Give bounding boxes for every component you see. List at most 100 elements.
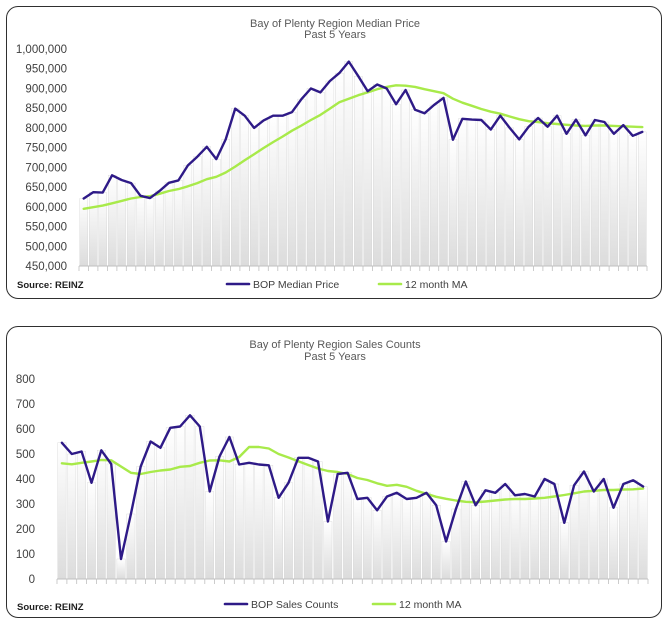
price-bg-bar <box>458 118 467 267</box>
price-bg-bar <box>543 126 552 267</box>
price-ytick-label: 600,000 <box>25 202 67 214</box>
price-ytick-label: 900,000 <box>25 83 67 95</box>
price-legend-label-1: 12 month MA <box>405 279 467 291</box>
price-ytick-label: 750,000 <box>25 143 67 155</box>
price-bg-bar <box>202 146 211 267</box>
sales-legend-label-0: BOP Sales Counts <box>251 599 338 611</box>
sales-bg-bar <box>461 481 471 580</box>
price-bg-bar <box>392 104 401 267</box>
sales-bg-bar <box>116 558 126 580</box>
price-bg-bar <box>126 182 136 267</box>
sales-bg-bar <box>530 496 540 580</box>
price-bg-bar <box>250 127 259 267</box>
price-bg-bar <box>354 76 363 267</box>
price-bg-bar <box>231 108 240 267</box>
sales-bg-bar <box>175 426 185 580</box>
price-bg-bar <box>259 120 268 267</box>
sales-bg-bar <box>234 464 244 580</box>
price-bg-bar <box>382 88 391 267</box>
sales-bg-bar <box>303 457 313 580</box>
sales-chart-subtitle: Past 5 Years <box>304 351 366 363</box>
price-bg-bar <box>410 109 420 267</box>
sales-bg-bar <box>372 510 382 580</box>
price-bg-bar <box>108 175 117 267</box>
price-ytick-label: 1,000,000 <box>16 44 67 56</box>
sales-bg-bar <box>244 462 254 580</box>
price-bg-bar <box>439 97 448 267</box>
price-bg-bar <box>609 133 619 267</box>
sales-bg-bar <box>146 441 155 580</box>
median-price-chart-panel: Bay of Plenty Region Median Price Past 5 … <box>6 6 662 299</box>
price-ytick-label: 650,000 <box>25 182 67 194</box>
sales-ytick-label: 400 <box>16 474 35 486</box>
price-bg-bar <box>145 197 155 267</box>
price-bg-bar <box>344 61 353 267</box>
price-bg-bar <box>316 92 325 267</box>
sales-bg-bar <box>382 496 392 580</box>
sales-bg-bar <box>481 490 490 580</box>
price-bg-bar <box>562 133 571 267</box>
sales-bg-bar <box>323 521 333 580</box>
price-ytick-label: 950,000 <box>25 64 67 76</box>
price-bg-bar <box>240 115 249 267</box>
price-main-series-line <box>82 60 644 200</box>
price-bg-bar <box>628 135 637 267</box>
price-bg-bar <box>401 89 410 267</box>
sales-bg-bar <box>609 507 618 580</box>
price-bg-bar <box>590 119 600 267</box>
sales-bg-bar <box>628 480 638 580</box>
sales-ytick-label: 700 <box>16 399 35 411</box>
sales-bg-bar <box>619 483 628 580</box>
sales-source-note: Source: REINZ <box>17 602 84 613</box>
price-bg-bar <box>268 115 278 267</box>
price-bg-bar <box>534 117 543 267</box>
sales-ytick-label: 100 <box>16 549 35 561</box>
price-bg-bar <box>496 115 505 267</box>
sales-bg-bar <box>225 436 234 580</box>
price-bg-bar <box>221 139 230 267</box>
sales-ytick-label: 800 <box>16 374 35 386</box>
sales-chart-title: Bay of Plenty Region Sales Counts <box>249 339 421 351</box>
price-bg-bar <box>552 115 562 267</box>
price-bg-bar <box>193 156 202 267</box>
sales-bg-bar <box>422 492 431 580</box>
price-bg-bar <box>363 91 372 267</box>
price-bg-bar <box>287 111 297 267</box>
sales-bg-bar <box>215 456 224 580</box>
sales-ytick-label: 300 <box>16 499 35 511</box>
sales-bg-bar <box>392 492 402 580</box>
sales-bg-bar <box>520 493 530 580</box>
price-legend-label-0: BOP Median Price <box>253 279 339 291</box>
price-bg-bar <box>619 124 628 267</box>
sales-bg-bar <box>165 427 175 580</box>
sales-bg-bar <box>185 415 195 580</box>
sales-ytick-label: 0 <box>29 574 35 586</box>
sales-bg-bar <box>599 478 608 580</box>
sales-bg-bar <box>254 464 264 580</box>
price-chart-subtitle: Past 5 Years <box>304 29 366 41</box>
price-bg-bar <box>467 119 477 267</box>
sales-bg-bar <box>579 471 589 580</box>
sales-bg-bar <box>67 453 77 580</box>
sales-counts-chart-panel: Bay of Plenty Region Sales Counts Past 5 … <box>6 326 662 618</box>
sales-bg-bar <box>540 478 549 580</box>
sales-bg-bar <box>343 472 352 580</box>
price-bg-bar <box>429 104 439 267</box>
price-ytick-label: 800,000 <box>25 123 67 135</box>
sales-bg-bar <box>362 497 372 580</box>
sales-bg-bar <box>87 482 96 580</box>
sales-main-series-line <box>60 414 645 561</box>
price-bg-bar <box>505 127 514 267</box>
sales-bg-bar <box>353 498 362 580</box>
price-bg-bar <box>448 139 458 267</box>
sales-bg-bar <box>638 486 648 580</box>
sales-bg-bar <box>97 450 106 580</box>
sales-ma-series-line <box>60 445 645 504</box>
price-bg-bar <box>174 180 183 267</box>
price-bg-bar <box>600 121 609 267</box>
price-bg-bar <box>486 129 495 267</box>
sales-bg-bar <box>559 522 569 580</box>
sales-bg-bar <box>284 482 293 580</box>
